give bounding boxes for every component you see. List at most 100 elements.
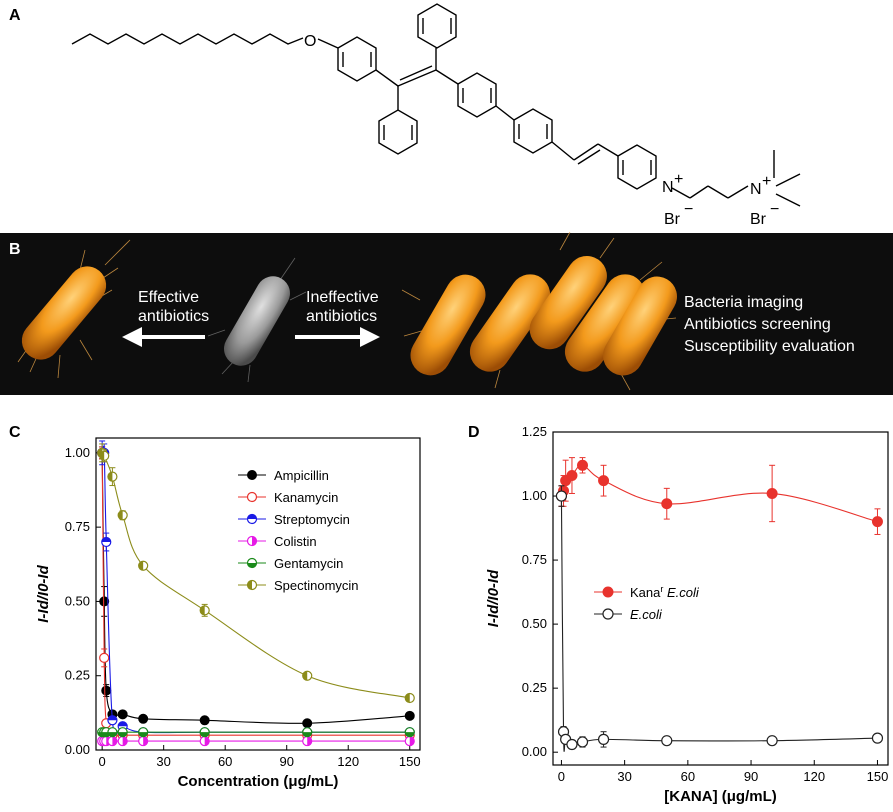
- panel-label-d: D: [468, 424, 480, 441]
- legend-marker: [602, 586, 614, 598]
- series-1: [555, 485, 884, 752]
- legend-item: Ampicillin: [238, 468, 329, 483]
- legend-item: Gentamycin: [238, 556, 343, 571]
- y-tick-label: 0.25: [65, 668, 90, 683]
- legend-marker: [246, 535, 258, 547]
- data-point: [107, 471, 118, 482]
- data-point: [404, 692, 415, 704]
- marker-fill: [138, 561, 144, 571]
- panel-label-a: A: [9, 7, 21, 24]
- data-point: [302, 670, 313, 681]
- marker-fill: [138, 732, 148, 737]
- data-point: [107, 727, 118, 738]
- marker-fill: [252, 536, 257, 546]
- phenyl-ring-top: [417, 3, 457, 49]
- marker-fill: [204, 736, 210, 746]
- data-point: [871, 516, 883, 528]
- marker-fill: [107, 715, 117, 721]
- series-line: [560, 496, 878, 752]
- data-point: [404, 735, 415, 747]
- marker-fill: [247, 580, 252, 590]
- data-point: [101, 536, 112, 548]
- legend-item: E.coli: [594, 607, 663, 622]
- data-point: [661, 498, 673, 510]
- y-axis-title: I-Id/I0-Id: [485, 569, 502, 627]
- panel-label-b: B: [9, 241, 21, 258]
- marker-fill: [122, 736, 128, 746]
- y-tick-label: 1.00: [65, 445, 90, 460]
- data-point: [404, 727, 415, 738]
- legend: Ampicillin Kanamycin Streptomycin Colistin G…: [238, 468, 359, 593]
- application-2: Antibiotics screening: [684, 316, 831, 333]
- legend-label: E.coli: [630, 607, 663, 622]
- series-3: [97, 735, 415, 747]
- data-point: [99, 652, 110, 663]
- series-line: [101, 445, 410, 736]
- data-point: [138, 735, 149, 747]
- marker-fill: [118, 721, 128, 727]
- marker-fill: [112, 736, 117, 746]
- application-1: Bacteria imaging: [684, 294, 803, 311]
- legend-item: Colistin: [238, 534, 317, 549]
- y-tick-label: 1.25: [522, 424, 547, 439]
- marker-fill: [247, 563, 257, 568]
- marker-fill: [405, 693, 410, 703]
- marker-fill: [307, 736, 312, 746]
- pyridinium-ring: [617, 144, 657, 190]
- data-point: [117, 727, 128, 738]
- y-tick-label: 0.25: [522, 680, 547, 695]
- bromide-1: Br: [664, 211, 681, 228]
- legend-label: Ampicillin: [274, 468, 329, 483]
- data-point: [597, 733, 610, 745]
- marker-fill: [302, 671, 308, 681]
- x-tick-label: 120: [337, 754, 359, 769]
- x-tick-label: 0: [558, 769, 565, 784]
- marker-fill: [107, 732, 117, 737]
- y-tick-label: 0.75: [522, 552, 547, 567]
- y-tick-label: 0.50: [522, 616, 547, 631]
- alkyl-chain: [71, 33, 304, 45]
- nitrogen-atom-1: N: [662, 179, 674, 196]
- x-tick-label: 60: [681, 769, 695, 784]
- data-point: [302, 718, 313, 729]
- x-tick-label: 30: [156, 754, 170, 769]
- marker-fill: [405, 732, 415, 737]
- marker-fill: [101, 537, 111, 542]
- legend-item: Spectinomycin: [238, 578, 359, 593]
- legend-marker: [602, 608, 614, 620]
- phenyl-ring-bottom: [378, 109, 418, 155]
- legend-label: Streptomycin: [274, 512, 350, 527]
- data-point: [199, 727, 210, 738]
- data-point: [766, 735, 778, 747]
- data-point: [107, 735, 118, 747]
- y-tick-label: 1.00: [522, 488, 547, 503]
- legend-label: Gentamycin: [274, 556, 343, 571]
- data-point: [576, 459, 588, 471]
- data-point: [138, 560, 149, 571]
- data-point: [138, 727, 149, 738]
- chart-d: 0 30 60 90 120 150 0.00 0.25 0.50 0.75 1.00 1.25 [KA…: [485, 424, 889, 805]
- x-tick-label: 30: [617, 769, 631, 784]
- series-5: [97, 443, 415, 704]
- series-2: [97, 440, 415, 738]
- x-tick-label: 150: [867, 769, 889, 784]
- data-point: [138, 713, 149, 724]
- series-4: [97, 727, 415, 738]
- data-point: [871, 732, 884, 744]
- data-point: [766, 487, 778, 499]
- data-point: [117, 510, 128, 521]
- live-bacteria-cluster: [401, 231, 677, 391]
- panel-label-c: C: [9, 424, 21, 441]
- x-tick-label: 60: [218, 754, 232, 769]
- marker-fill: [200, 732, 210, 737]
- marker-fill: [409, 736, 415, 746]
- charge-plus-1: +: [674, 171, 683, 188]
- data-point: [199, 715, 210, 726]
- x-tick-label: 150: [399, 754, 421, 769]
- legend-item: Kanamycin: [238, 490, 338, 505]
- x-tick-label: 90: [279, 754, 293, 769]
- bromide-1-charge: −: [684, 201, 693, 218]
- legend-label: Kanamycin: [274, 490, 338, 505]
- legend-marker: [246, 557, 258, 569]
